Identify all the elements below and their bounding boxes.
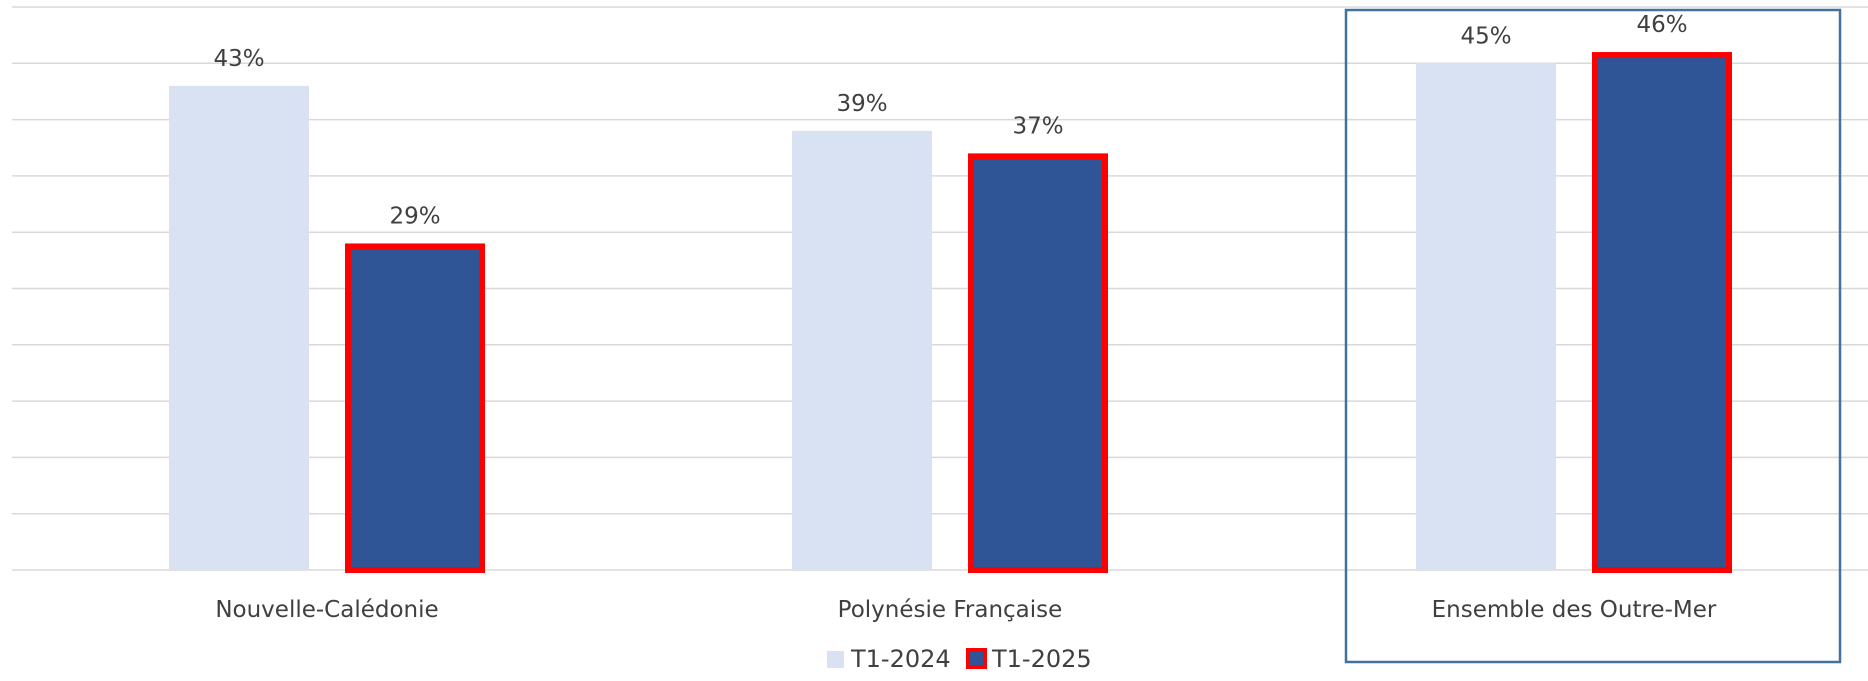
category-label: Ensemble des Outre-Mer (1432, 597, 1717, 623)
data-label: 37% (1012, 113, 1063, 139)
category-label: Nouvelle-Calédonie (215, 597, 438, 623)
gridlines (12, 6, 1868, 571)
bar-t1-2024-1 (792, 130, 932, 571)
highlight-box (1344, 8, 1842, 664)
legend-label: T1-2025 (991, 645, 1092, 673)
bar-t1-2025-2 (1592, 52, 1732, 574)
bar-t1-2025-0 (345, 243, 485, 574)
category-axis: Nouvelle-Calédonie Polynésie Française Ens… (215, 597, 1717, 623)
data-label: 39% (836, 91, 887, 117)
bars (169, 52, 1732, 574)
legend-swatch (966, 648, 987, 669)
bar-t1-2024-0 (169, 85, 309, 570)
legend-swatch (827, 651, 844, 668)
data-labels: 43% 39% 45% 29% 37% 46% (213, 12, 1687, 229)
data-label: 46% (1636, 12, 1687, 38)
data-label: 43% (213, 46, 264, 72)
highlight-box-group (1344, 8, 1842, 664)
data-label: 29% (389, 203, 440, 229)
legend: T1-2024 T1-2025 (827, 645, 1092, 673)
bar-t1-2024-2 (1416, 63, 1556, 571)
bar-t1-2025-1 (968, 153, 1108, 573)
legend-label: T1-2024 (850, 645, 951, 673)
category-label: Polynésie Française (838, 597, 1063, 623)
data-label: 45% (1460, 23, 1511, 49)
